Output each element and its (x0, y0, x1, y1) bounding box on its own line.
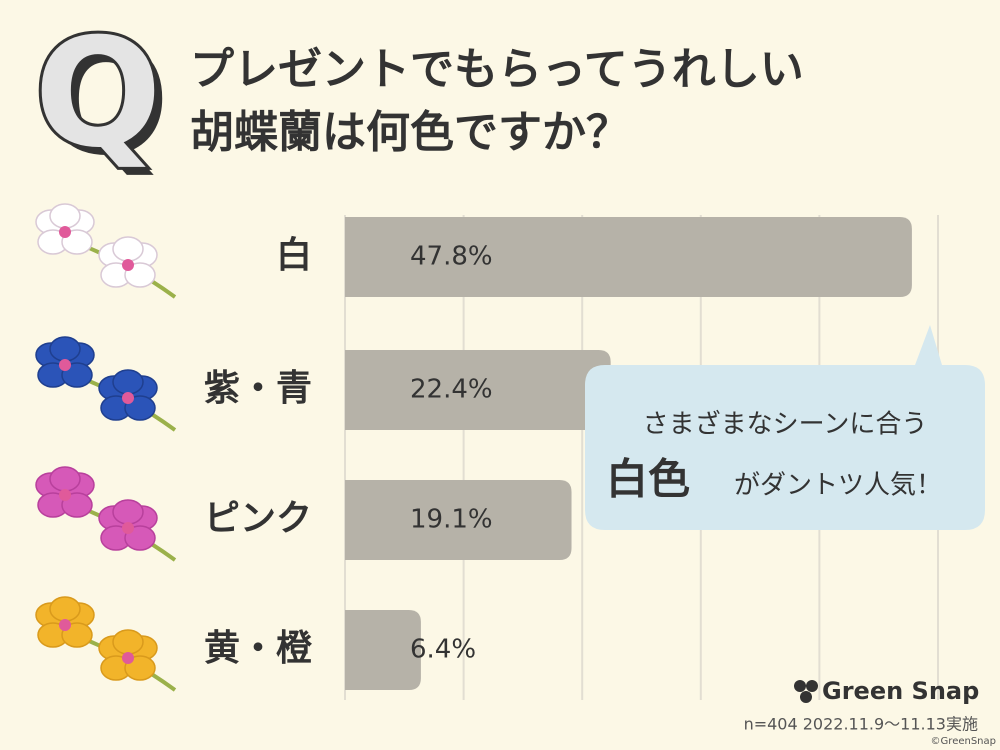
value-label: 47.8% (410, 242, 493, 272)
petal (49, 336, 81, 362)
q-letter: Q (34, 7, 162, 181)
flower (98, 629, 158, 681)
flower-center (59, 489, 71, 501)
category-label: 白 (276, 235, 312, 276)
petal (112, 236, 144, 262)
petal (124, 395, 156, 421)
flower-center (122, 522, 134, 534)
flower-center (59, 359, 71, 371)
callout-bubble (585, 325, 985, 530)
flower-center (122, 392, 134, 404)
callout-text: さまざまなシーンに合う (643, 410, 928, 440)
petal (112, 369, 144, 395)
flower-center (122, 652, 134, 664)
category-label: 紫・青 (204, 368, 312, 409)
petal (61, 362, 93, 388)
value-label: 6.4% (410, 635, 476, 665)
note: n=404 2022.11.9〜11.13実施 (744, 715, 978, 734)
title-line: プレゼントでもらってうれしい (190, 44, 804, 95)
copyright: ©GreenSnap (931, 736, 996, 747)
flower (35, 596, 95, 648)
bar (345, 217, 912, 297)
petal (61, 229, 93, 255)
category-label: ピンク (204, 498, 312, 539)
flower (98, 236, 158, 288)
petal (61, 622, 93, 648)
petal (61, 492, 93, 518)
callout-text: がダントツ人気！ (734, 471, 942, 501)
bar (345, 610, 421, 690)
bar (345, 350, 611, 430)
callout-highlight: 白色 (606, 455, 690, 504)
flower-center (59, 619, 71, 631)
q-shadow: Q (42, 15, 170, 189)
petal (49, 203, 81, 229)
value-label: 22.4% (410, 375, 493, 405)
brand-logo (794, 680, 818, 703)
category-label: 黄・橙 (204, 628, 312, 669)
value-label: 19.1% (410, 505, 493, 535)
flower-center (59, 226, 71, 238)
petal (124, 655, 156, 681)
petal (112, 629, 144, 655)
flower (35, 336, 95, 388)
petal (124, 262, 156, 288)
flower (35, 203, 95, 255)
flower-center (122, 259, 134, 271)
flower (35, 466, 95, 518)
petal (124, 525, 156, 551)
flower (98, 369, 158, 421)
title-line: 胡蝶蘭は何色ですか？ (190, 107, 630, 158)
petal (49, 466, 81, 492)
flower (98, 499, 158, 551)
petal (49, 596, 81, 622)
brand: Green Snap (822, 677, 979, 705)
petal (112, 499, 144, 525)
bar (345, 480, 572, 560)
